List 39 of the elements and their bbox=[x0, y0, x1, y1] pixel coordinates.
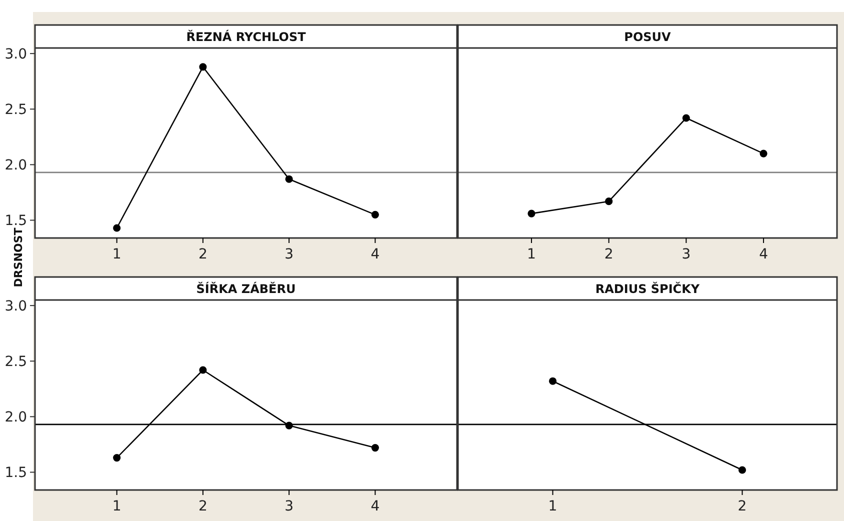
point bbox=[199, 63, 207, 71]
y-tick-label: 3.0 bbox=[4, 298, 27, 314]
point bbox=[371, 444, 379, 452]
x-tick-label: 2 bbox=[738, 498, 747, 515]
point bbox=[285, 422, 293, 430]
x-tick-label: 1 bbox=[527, 246, 536, 263]
point bbox=[760, 150, 768, 158]
y-tick-label: 2.5 bbox=[4, 102, 27, 118]
point bbox=[371, 210, 379, 218]
y-tick-label: 2.0 bbox=[4, 410, 27, 426]
x-tick-label: 2 bbox=[198, 246, 208, 263]
x-tick-label: 3 bbox=[682, 246, 691, 263]
chart-title: ŘEZNÁ RYCHLOST bbox=[186, 29, 307, 44]
chart-title: ŠÍŘKA ZÁBĚRU bbox=[196, 281, 296, 296]
x-tick-label: 4 bbox=[370, 246, 380, 263]
point bbox=[113, 454, 121, 462]
y-tick-label: 1.5 bbox=[4, 213, 27, 230]
x-tick-label: 4 bbox=[759, 246, 768, 263]
x-tick-label: 4 bbox=[370, 498, 380, 515]
x-tick-label: 3 bbox=[284, 498, 294, 515]
x-tick-label: 2 bbox=[198, 498, 208, 515]
chart-title: RADIUS ŠPIČKY bbox=[595, 281, 700, 296]
y-tick-label: 2.0 bbox=[4, 158, 27, 174]
point bbox=[113, 224, 121, 232]
y-tick-label: 3.0 bbox=[4, 46, 27, 62]
point bbox=[285, 175, 293, 183]
x-tick-label: 1 bbox=[112, 498, 122, 515]
x-tick-label: 2 bbox=[604, 246, 614, 263]
point bbox=[605, 198, 613, 206]
x-tick-label: 1 bbox=[112, 246, 122, 263]
y-axis-title: DRSNOST bbox=[12, 227, 25, 288]
y-tick-label: 2.5 bbox=[4, 354, 27, 370]
x-tick-label: 1 bbox=[548, 498, 558, 515]
x-tick-label: 3 bbox=[284, 246, 294, 263]
point bbox=[199, 366, 207, 374]
y-tick-label: 1.5 bbox=[4, 465, 27, 482]
point bbox=[682, 114, 690, 122]
point bbox=[528, 210, 536, 218]
chart-title: POSUV bbox=[624, 30, 672, 44]
